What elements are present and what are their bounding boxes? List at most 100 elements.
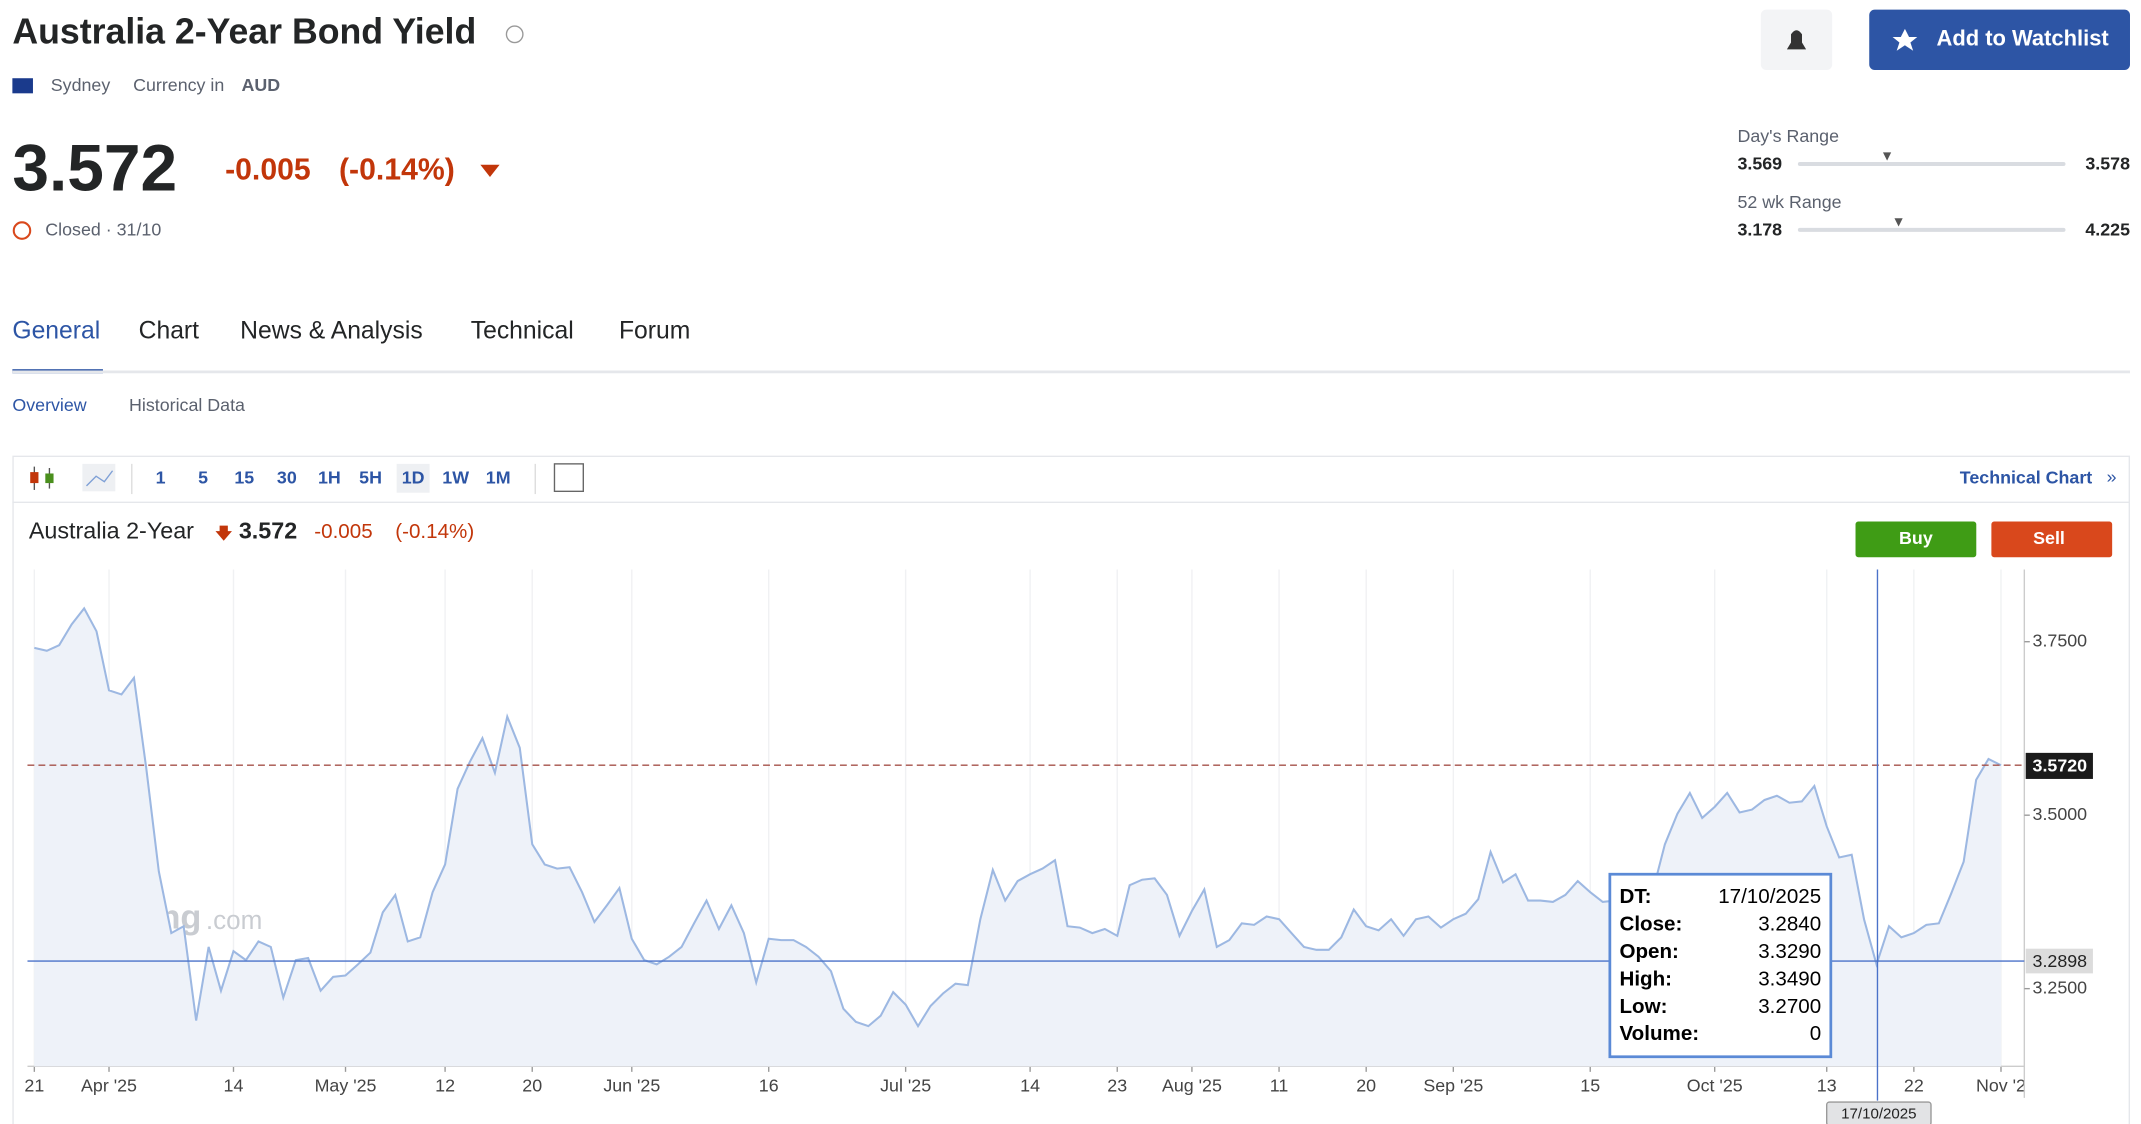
crosshair-label: 3.2898	[2033, 951, 2088, 971]
tab[interactable]: Chart	[139, 318, 200, 345]
x-tick-label: 11	[1270, 1076, 1289, 1096]
y-tick-label: 3.7500	[2033, 630, 2088, 650]
interval[interactable]: 5H	[359, 468, 382, 488]
range-track	[1797, 161, 2066, 167]
range-marker	[1894, 218, 1903, 227]
x-tick-label: 21	[24, 1076, 44, 1096]
subtab[interactable]: Historical Data	[129, 395, 245, 415]
x-tick-label: 14	[1020, 1076, 1040, 1096]
tab[interactable]: Forum	[619, 318, 690, 345]
x-tick-label: 16	[759, 1076, 779, 1096]
area-icon-line	[86, 470, 114, 487]
down-arrow	[480, 164, 500, 178]
crosshair-date: 17/10/2025	[1841, 1105, 1916, 1122]
x-tick-label: Jun '25	[603, 1076, 660, 1096]
range-low: 3.569	[1737, 153, 1782, 173]
interval[interactable]: 1D	[402, 468, 425, 488]
interval-selected	[396, 463, 430, 493]
crosshair-date-box	[1826, 1101, 1932, 1124]
tooltip-value: 3.2700	[1758, 995, 1821, 1018]
tab[interactable]: General	[12, 318, 100, 345]
subtab[interactable]: Overview	[12, 395, 86, 415]
watchlist-label: Add to Watchlist	[1936, 26, 2109, 51]
range-marker	[1882, 152, 1892, 161]
change: -0.005	[225, 154, 311, 187]
interval[interactable]: 1H	[318, 468, 341, 488]
range-label: Day's Range	[1737, 126, 1839, 146]
x-tick-label: 22	[1904, 1076, 1924, 1096]
currency: AUD	[242, 75, 281, 95]
legend-name: Australia 2-Year	[29, 518, 194, 544]
interval[interactable]: 1M	[486, 468, 511, 488]
x-tick-label: 23	[1107, 1076, 1127, 1096]
x-tick-label: 20	[1356, 1076, 1376, 1096]
tooltip-label: Open:	[1619, 940, 1678, 963]
x-tick-label: Nov '2	[1976, 1076, 2026, 1096]
tooltip-label: High:	[1619, 967, 1672, 990]
tooltip-value: 3.3490	[1758, 967, 1821, 990]
interval[interactable]: 1W	[442, 468, 469, 488]
sell-button[interactable]	[1991, 521, 2113, 558]
legend-change: -0.005	[314, 520, 372, 543]
tooltip-value: 17/10/2025	[1718, 885, 1821, 908]
area	[34, 608, 2001, 1067]
range-track	[1797, 227, 2066, 232]
tooltip-label: DT:	[1619, 885, 1651, 908]
watchlist-button[interactable]	[1869, 9, 2130, 70]
currency-label: Currency in	[133, 75, 224, 95]
price: 3.572	[12, 130, 177, 204]
watermark-suffix: .com	[206, 905, 262, 935]
title: Australia 2-Year Bond Yield	[12, 12, 476, 52]
interval[interactable]: 30	[277, 468, 297, 488]
range-label: 52 wk Range	[1737, 192, 1841, 212]
tooltip	[1608, 872, 1833, 1059]
flag	[12, 78, 33, 94]
x-tick-label: 12	[435, 1076, 455, 1096]
tooltip-label: Close:	[1619, 912, 1682, 935]
clock-icon	[12, 221, 32, 240]
buy-button[interactable]	[1855, 521, 1977, 558]
layout-icon[interactable]	[553, 463, 584, 493]
range-low: 3.178	[1737, 219, 1782, 239]
last-price-box	[2025, 752, 2093, 779]
legend-price: 3.572	[239, 518, 297, 544]
technical-chart-link[interactable]: Technical Chart	[1960, 468, 2092, 488]
x-tick-label: Apr '25	[81, 1076, 137, 1096]
candle-icon[interactable]	[30, 466, 54, 490]
x-tick-label: 20	[522, 1076, 542, 1096]
chart-frame	[12, 455, 2130, 1124]
y-tick-label: 3.2500	[2033, 977, 2088, 997]
bell-icon	[1786, 30, 1807, 50]
range-high: 3.578	[2085, 153, 2130, 173]
crosshair-box	[2025, 948, 2093, 974]
tooltip-value: 3.2840	[1758, 912, 1821, 935]
legend-change-pct: (-0.14%)	[395, 520, 474, 543]
x-tick-label: Aug '25	[1162, 1076, 1222, 1096]
legend-arrow	[215, 525, 232, 541]
tab[interactable]: Technical	[471, 318, 574, 345]
interval[interactable]: 5	[198, 468, 208, 488]
range-high: 4.225	[2085, 219, 2130, 239]
tooltip-label: Low:	[1619, 995, 1667, 1018]
y-tick-label: 3.5000	[2033, 804, 2088, 824]
x-tick-label: 15	[1580, 1076, 1600, 1096]
interval[interactable]: 1	[156, 468, 166, 488]
link-arrow: »	[2107, 466, 2117, 486]
status: Closed · 31/10	[45, 219, 161, 239]
change-pct: (-0.14%)	[339, 154, 455, 187]
tooltip-value: 3.3290	[1758, 940, 1821, 963]
last-price-label: 3.5720	[2033, 755, 2088, 775]
x-tick-label: 14	[224, 1076, 244, 1096]
info-icon[interactable]	[505, 25, 524, 44]
exchange: Sydney	[51, 75, 111, 95]
x-tick-label: Oct '25	[1687, 1076, 1743, 1096]
star-icon	[1892, 28, 1918, 51]
interval[interactable]: 15	[234, 468, 254, 488]
x-tick-label: Jul '25	[880, 1076, 931, 1096]
tooltip-value: 0	[1810, 1022, 1821, 1045]
x-tick-label: Sep '25	[1423, 1076, 1483, 1096]
tab[interactable]: News & Analysis	[240, 318, 422, 345]
sell-label: Sell	[2033, 528, 2065, 548]
tooltip-label: Volume:	[1619, 1022, 1699, 1045]
